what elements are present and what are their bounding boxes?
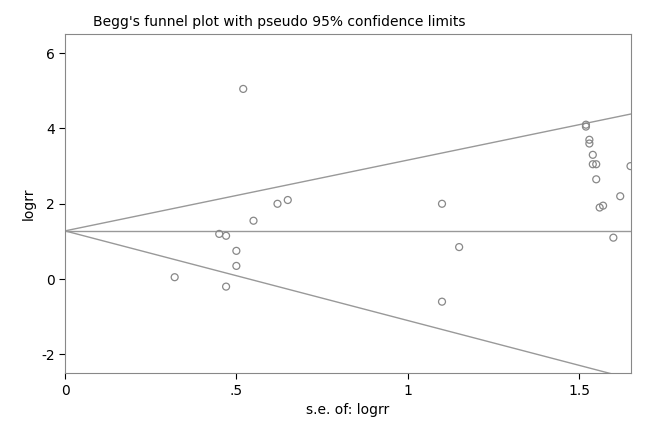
Point xyxy=(608,234,619,241)
Point xyxy=(591,176,601,183)
Point xyxy=(580,123,591,130)
Y-axis label: logrr: logrr xyxy=(21,187,35,220)
Point xyxy=(214,230,224,237)
Point xyxy=(591,161,601,168)
Point xyxy=(588,151,598,158)
Point xyxy=(272,200,283,207)
Point xyxy=(584,136,595,143)
Point xyxy=(170,274,180,281)
Point xyxy=(595,204,605,211)
X-axis label: s.e. of: logrr: s.e. of: logrr xyxy=(306,403,389,417)
Point xyxy=(231,263,242,269)
Point xyxy=(580,121,591,128)
Point xyxy=(454,244,464,251)
Point xyxy=(615,193,625,199)
Point xyxy=(588,161,598,168)
Point xyxy=(598,202,608,209)
Point xyxy=(584,140,595,147)
Point xyxy=(437,298,447,305)
Point xyxy=(231,248,242,254)
Point xyxy=(248,217,259,224)
Point xyxy=(221,283,231,290)
Point xyxy=(625,163,636,169)
Point xyxy=(238,85,248,92)
Point xyxy=(221,233,231,239)
Text: Begg's funnel plot with pseudo 95% confidence limits: Begg's funnel plot with pseudo 95% confi… xyxy=(94,15,466,29)
Point xyxy=(437,200,447,207)
Point xyxy=(283,196,293,203)
